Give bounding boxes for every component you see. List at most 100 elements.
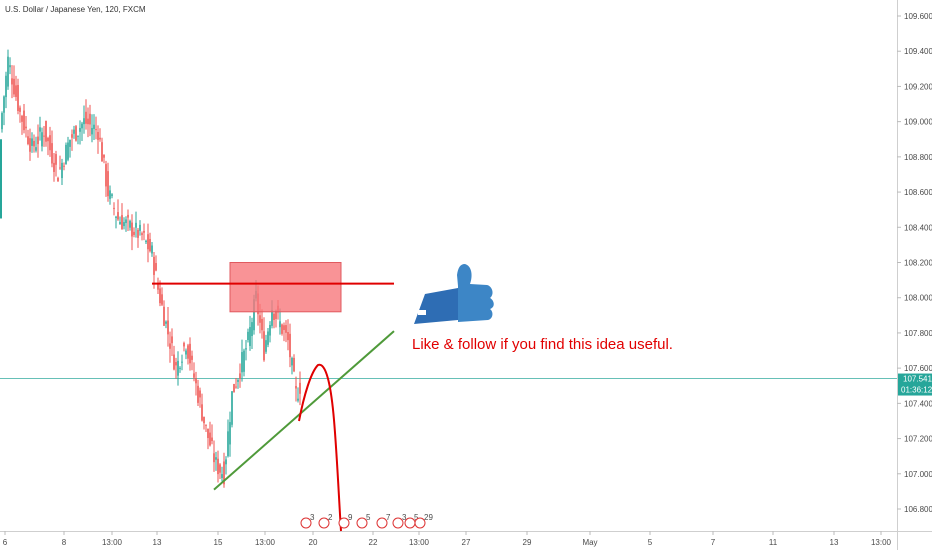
x-tick-label: 8	[62, 538, 67, 547]
event-marker-label: 7	[386, 513, 391, 522]
candle-body	[233, 384, 235, 393]
candle-body	[5, 75, 7, 98]
candle-body	[17, 84, 19, 111]
candle-body	[207, 428, 209, 439]
candle-body	[99, 137, 101, 140]
y-tick-label: 107.400	[904, 399, 932, 408]
candle-body	[297, 398, 299, 401]
event-marker-label: 9	[348, 513, 353, 522]
event-marker[interactable]	[376, 517, 388, 529]
candle-body	[231, 391, 233, 425]
price-tag: 107.541 01:36:12	[898, 373, 932, 396]
candle-body	[275, 310, 277, 319]
candle-body	[219, 464, 221, 473]
candle-body	[193, 373, 195, 378]
candle-body	[75, 126, 77, 141]
candle-body	[157, 284, 159, 290]
event-marker[interactable]	[392, 517, 404, 529]
trend-line[interactable]	[213, 330, 395, 491]
x-tick-label: 7	[711, 538, 716, 547]
event-marker[interactable]	[338, 517, 350, 529]
candle-body	[143, 230, 145, 233]
candle-body	[69, 139, 71, 147]
candle-body	[95, 129, 97, 131]
candle-body	[179, 367, 181, 369]
candle-body	[139, 224, 141, 231]
plot-area[interactable]	[0, 0, 897, 531]
candle-body	[151, 245, 153, 254]
candle-body	[43, 135, 45, 137]
candle-body	[287, 332, 289, 341]
event-marker[interactable]	[318, 517, 330, 529]
y-tick-label: 108.800	[904, 153, 932, 162]
event-marker[interactable]	[414, 517, 426, 529]
candle-body	[181, 361, 183, 363]
event-marker-label: 5	[366, 513, 371, 522]
candle-body	[125, 219, 127, 224]
candle-body	[269, 324, 271, 336]
candle-body	[201, 404, 203, 421]
candle-body	[189, 343, 191, 364]
candle-body	[167, 320, 169, 335]
candle-body	[27, 136, 29, 145]
candle-body	[163, 306, 165, 326]
x-tick-label: 15	[214, 538, 223, 547]
candle-body	[161, 294, 163, 305]
x-tick-label: 6	[3, 538, 8, 547]
candle-body	[281, 324, 283, 334]
event-marker-label: 5	[414, 513, 419, 522]
x-tick-label: 13:00	[255, 538, 276, 547]
candle-body	[121, 215, 123, 230]
candle-body	[35, 147, 37, 151]
event-marker[interactable]	[356, 517, 368, 529]
candle-body	[113, 207, 115, 209]
event-marker-label: 3	[310, 513, 315, 522]
candle-body	[67, 142, 69, 160]
event-marker[interactable]	[300, 517, 312, 529]
y-tick-label: 107.600	[904, 364, 932, 373]
candle-body	[77, 135, 79, 137]
candle-body	[15, 85, 17, 97]
candle-body	[153, 256, 155, 275]
candle-body	[79, 127, 81, 132]
candle-body	[205, 424, 207, 426]
x-tick-label: 13	[830, 538, 839, 547]
candle-body	[245, 348, 247, 350]
candle-body	[177, 360, 179, 376]
candle-body	[147, 234, 149, 250]
candle-body	[173, 354, 175, 370]
candle-body	[225, 459, 227, 465]
candle-body	[41, 132, 43, 147]
candle-body	[221, 474, 223, 479]
candle-body	[263, 331, 265, 361]
y-tick-label: 106.800	[904, 505, 932, 514]
resistance-box[interactable]	[229, 262, 342, 313]
candle-body	[129, 220, 131, 228]
candle-body	[251, 322, 253, 337]
annotation-note: Like & follow if you find this idea usef…	[412, 336, 673, 353]
candle-body	[71, 134, 73, 138]
candle-body	[267, 331, 269, 345]
candle-body	[227, 431, 229, 457]
candle-body	[29, 138, 31, 152]
y-axis-ticks: 109.600 109.400 109.200 109.000 108.800 108.6…	[897, 12, 932, 514]
candle-body	[259, 315, 261, 323]
candle-body	[101, 142, 103, 162]
candle-body	[23, 110, 25, 131]
projection-curve[interactable]	[298, 363, 342, 532]
candle-body	[241, 352, 243, 373]
event-marker-label: 3	[402, 513, 407, 522]
candle-body	[37, 136, 39, 145]
candle-body	[105, 164, 107, 187]
x-tick-label: May	[582, 538, 597, 547]
candle-body	[9, 65, 11, 68]
candle-body	[39, 127, 41, 132]
candle-body	[119, 221, 121, 225]
candle-body	[249, 327, 251, 347]
candle-body	[213, 453, 215, 463]
candle-body	[271, 309, 273, 326]
candle-body	[135, 222, 137, 228]
x-tick-label: 27	[462, 538, 471, 547]
candle-body	[289, 333, 291, 358]
